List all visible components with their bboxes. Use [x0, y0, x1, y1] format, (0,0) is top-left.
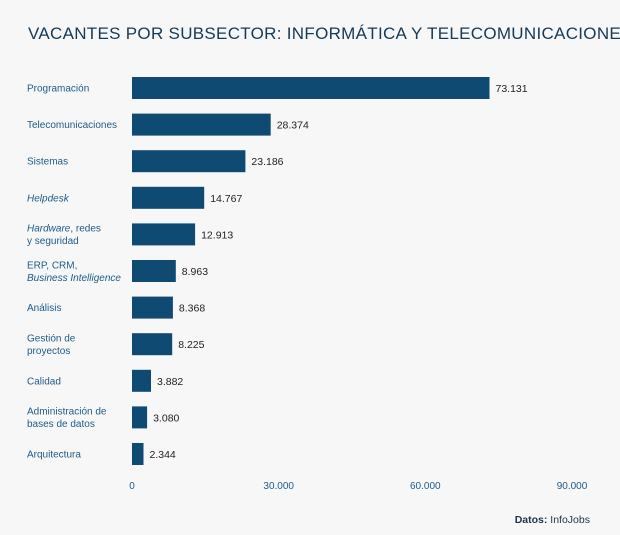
value-label-2: 23.186 — [251, 156, 283, 168]
source-note: Datos: InfoJobs — [515, 514, 590, 526]
value-label-10: 2.344 — [150, 449, 176, 461]
value-label-4: 12.913 — [201, 229, 233, 241]
bar-2 — [132, 150, 246, 173]
x-tick-label-1: 30.000 — [263, 481, 294, 492]
x-tick-label-3: 90.000 — [557, 481, 588, 492]
source-label: Datos: — [514, 514, 548, 526]
category-label-8: Calidad — [27, 376, 61, 387]
category-label-5: ERP, CRM, Business Intelligence — [27, 260, 121, 284]
value-label-3: 14.767 — [210, 193, 242, 205]
category-label-2: Sistemas — [27, 157, 68, 168]
chart-title: VACANTES POR SUBSECTOR: INFORMÁTICA Y TE… — [28, 24, 620, 43]
x-tick-label-0: 0 — [129, 481, 135, 492]
bar-8 — [132, 369, 151, 392]
category-label-1: Telecomunicaciones — [27, 120, 117, 131]
bar-5 — [132, 260, 176, 282]
bar-10 — [132, 443, 144, 465]
value-label-8: 3.882 — [157, 376, 183, 388]
value-label-5: 8.963 — [182, 266, 208, 278]
bar-9 — [132, 406, 148, 429]
bar-0 — [132, 77, 490, 99]
bar-4 — [132, 223, 196, 246]
value-label-0: 73.131 — [496, 83, 528, 95]
category-label-4: Hardware, redes y seguridad — [27, 224, 101, 248]
source-value: InfoJobs — [550, 514, 590, 526]
category-label-0: Programación — [27, 84, 89, 95]
bar-6 — [132, 296, 173, 319]
bar-3 — [132, 186, 205, 209]
category-label-7: Gestión de proyectos — [27, 333, 76, 357]
value-label-1: 28.374 — [277, 120, 309, 132]
category-label-6: Análisis — [27, 303, 61, 314]
x-tick-label-2: 60.000 — [410, 481, 441, 492]
value-label-9: 3.080 — [153, 412, 179, 424]
category-label-9: Administración de bases de datos — [27, 407, 107, 431]
value-label-6: 8.368 — [179, 303, 205, 315]
category-label-3: Helpdesk — [27, 193, 70, 204]
bar-1 — [132, 113, 271, 136]
value-label-7: 8.225 — [178, 339, 204, 351]
category-label-10: Arquitectura — [27, 450, 81, 461]
bar-7 — [132, 333, 173, 356]
